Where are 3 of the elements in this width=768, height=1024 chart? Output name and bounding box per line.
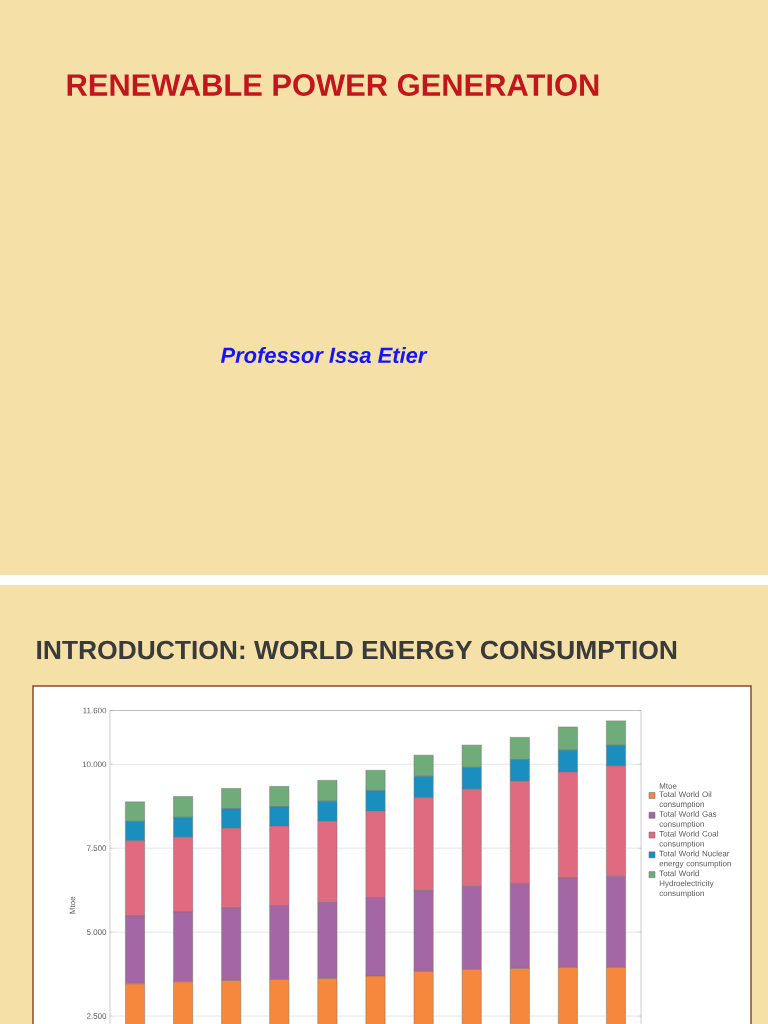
text: RENEWABLE POWER GENERATION <box>67 74 599 96</box>
chart-title: INTRODUCTION: WORLD ENERGY CONSUMPTION <box>37 640 677 660</box>
text: Professor Issa Etier <box>220 346 428 364</box>
